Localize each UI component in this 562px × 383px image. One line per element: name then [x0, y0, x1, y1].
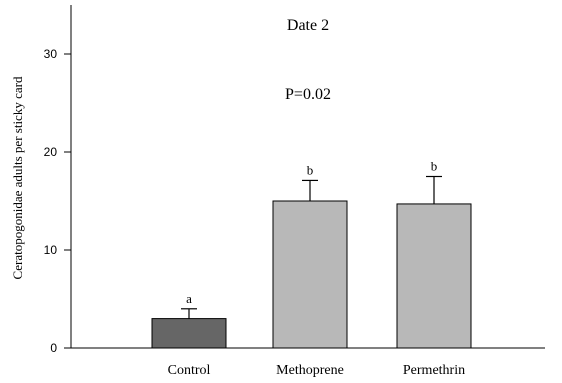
y-tick-label: 20	[44, 145, 58, 159]
bars: a b b	[151, 159, 472, 349]
y-tick-label: 0	[50, 341, 57, 355]
x-tick-label: Methoprene	[276, 363, 344, 378]
y-tick-label: 10	[44, 243, 58, 257]
bar	[151, 318, 227, 349]
y-tick-label: 30	[44, 47, 58, 61]
significance-letter: b	[307, 162, 314, 177]
bar	[396, 203, 472, 349]
y-ticks: 0 10 20 30	[44, 47, 71, 355]
significance-letter: a	[186, 291, 192, 306]
chart-title: Date 2	[287, 17, 329, 34]
p-value-annotation: P=0.02	[285, 86, 331, 103]
x-tick-label: Permethrin	[403, 363, 465, 378]
x-tick-labels: Control Methoprene Permethrin	[168, 363, 466, 378]
significance-letter: b	[431, 159, 438, 174]
bar	[272, 200, 348, 349]
x-tick-label: Control	[168, 363, 211, 378]
y-axis-label: Ceratopogonidae adults per sticky card	[10, 76, 25, 279]
